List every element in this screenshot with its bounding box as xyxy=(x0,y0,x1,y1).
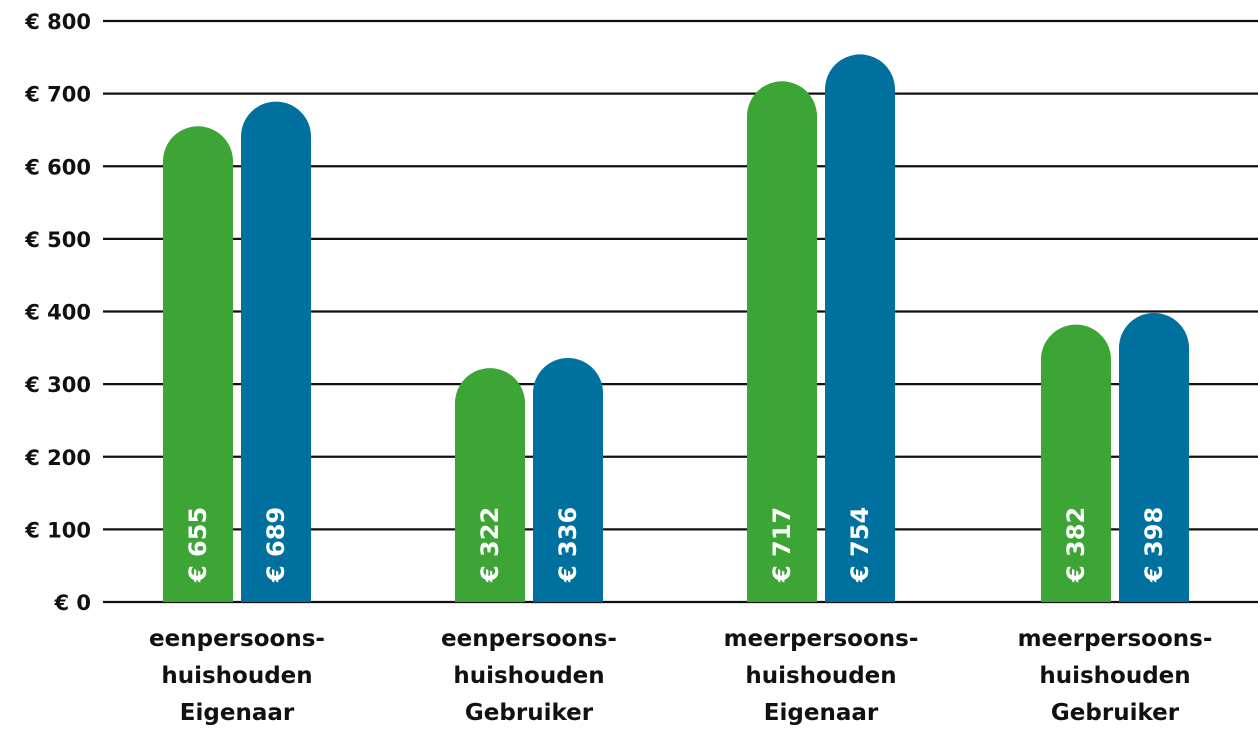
bar xyxy=(241,101,311,602)
bar-value-label: € 689 xyxy=(262,507,290,583)
category-label: huishouden xyxy=(453,663,604,689)
y-tick-label: € 300 xyxy=(24,373,91,397)
bar-value-label: € 382 xyxy=(1062,507,1090,583)
y-tick-label: € 500 xyxy=(24,228,91,252)
category-label: Gebruiker xyxy=(1051,700,1180,726)
category-label: huishouden xyxy=(161,663,312,689)
bar xyxy=(455,368,525,602)
bar xyxy=(825,54,895,602)
bar-value-label: € 336 xyxy=(554,507,582,583)
y-tick-label: € 200 xyxy=(24,446,91,470)
category-label: huishouden xyxy=(1039,663,1190,689)
bars: € 655 € 689 € 322 € 336 € 717 € 754 € 382 € 398 xyxy=(163,54,1189,602)
category-label: eenpersoons- xyxy=(441,626,617,652)
bar xyxy=(163,126,233,602)
category-label: eenpersoons- xyxy=(149,626,325,652)
y-tick-label: € 400 xyxy=(24,301,91,325)
bar xyxy=(1119,312,1189,602)
y-axis-tick-labels: € 0 € 100 € 200 € 300 € 400 € 500 € 600 € 700 € … xyxy=(24,10,91,615)
bar xyxy=(1041,324,1111,602)
bar xyxy=(533,358,603,602)
bar-value-label: € 655 xyxy=(184,507,212,583)
category-labels: eenpersoons-huishouden Eigenaar eenpersoon… xyxy=(149,626,1212,726)
bar-value-label: € 754 xyxy=(846,507,874,583)
y-tick-label: € 600 xyxy=(24,155,91,179)
category-label: meerpersoons- xyxy=(724,626,919,652)
y-tick-label: € 800 xyxy=(24,10,91,34)
y-tick-label: € 0 xyxy=(53,591,91,615)
category-label: Gebruiker xyxy=(465,700,594,726)
bar-value-label: € 322 xyxy=(476,507,504,583)
bar xyxy=(747,81,817,602)
category-label: huishouden xyxy=(745,663,896,689)
category-label: Eigenaar xyxy=(180,700,295,726)
bar-value-label: € 717 xyxy=(768,507,796,583)
category-label: meerpersoons- xyxy=(1018,626,1213,652)
category-label: Eigenaar xyxy=(764,700,879,726)
y-tick-label: € 100 xyxy=(24,518,91,542)
y-tick-label: € 700 xyxy=(24,83,91,107)
bar-value-label: € 398 xyxy=(1140,507,1168,583)
